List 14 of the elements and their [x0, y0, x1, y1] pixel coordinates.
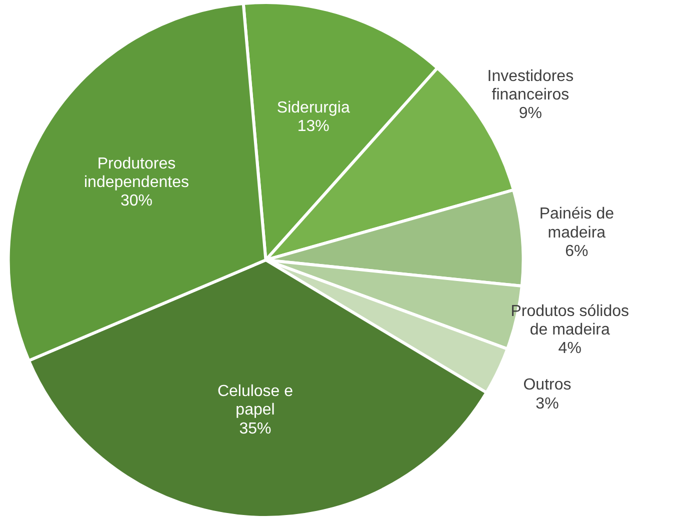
data-label: 13% — [297, 118, 330, 136]
slice-label: Painéis de madeira — [539, 206, 614, 242]
data-label: 6% — [565, 243, 588, 260]
slice-label: Siderurgia — [276, 99, 350, 116]
slice-label: Outros — [523, 376, 572, 394]
slice-label: Produtores independentes — [84, 155, 189, 191]
data-label: 3% — [536, 395, 559, 412]
data-label: 4% — [558, 340, 582, 358]
data-label: 35% — [239, 420, 272, 438]
data-label: 9% — [518, 105, 542, 122]
slice-label: Investidores financeiros — [487, 68, 574, 104]
slice-label: Celulose e papel — [217, 382, 294, 419]
data-label: 30% — [120, 192, 152, 210]
slice-label: Produtos sólidos de madeira — [510, 302, 630, 339]
